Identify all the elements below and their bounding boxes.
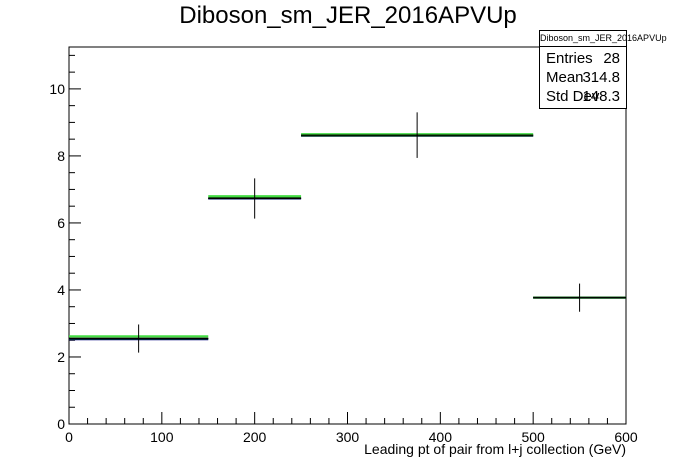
x-tick-label: 0 [65, 429, 73, 445]
stats-entries-label: Entries [546, 50, 593, 67]
x-tick-label: 400 [429, 429, 453, 445]
stats-mean-row: Mean 314.8 [546, 68, 620, 87]
stats-stddev-label: Std Dev [546, 88, 600, 105]
x-tick-label: 200 [243, 429, 267, 445]
chart-title: Diboson_sm_JER_2016APVUp [179, 2, 517, 29]
stats-box: Diboson_sm_JER_2016APVUp Entries 28 Mean… [539, 30, 667, 109]
y-tick-label: 8 [57, 148, 65, 164]
stats-stddev-row: Std Dev 148.3 [546, 87, 620, 106]
stats-entries-row: Entries 28 [546, 49, 620, 68]
stats-stddev-value: 148.3 [582, 88, 620, 105]
stats-entries-value: 28 [603, 50, 620, 67]
x-tick-label: 300 [336, 429, 360, 445]
stats-mean-value: 314.8 [582, 69, 620, 86]
y-tick-label: 10 [49, 81, 65, 97]
stats-mean-label: Mean [546, 69, 584, 86]
x-tick-label: 100 [150, 429, 174, 445]
y-tick-label: 0 [57, 416, 65, 432]
x-axis-label: Leading pt of pair from l+j collection (… [364, 441, 626, 457]
y-tick-label: 2 [57, 349, 65, 365]
y-tick-label: 4 [57, 282, 65, 298]
x-tick-label: 500 [521, 429, 545, 445]
stats-box-title: Diboson_sm_JER_2016APVUp [540, 31, 667, 47]
x-tick-label: 600 [614, 429, 638, 445]
y-tick-label: 6 [57, 215, 65, 231]
